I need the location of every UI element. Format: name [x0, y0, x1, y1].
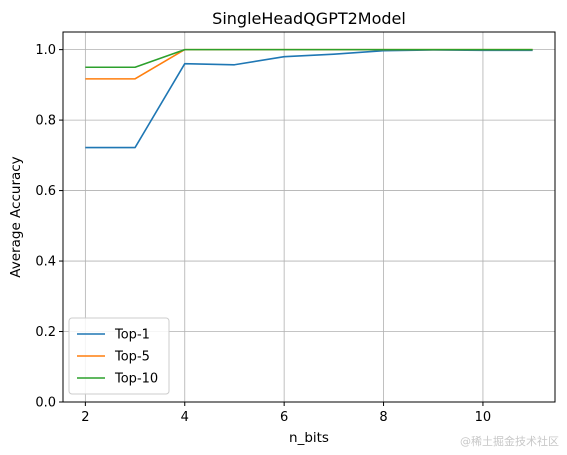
watermark: @稀土掘金技术社区 [460, 435, 559, 448]
y-axis-label: Average Accuracy [8, 156, 24, 277]
x-tick-label: 8 [379, 410, 387, 425]
series-line-top-10 [85, 48, 533, 69]
legend: Top-1 Top-5 Top-10 [68, 317, 170, 395]
axis-ticks: 2 4 6 8 10 0.0 0.2 0.4 0.6 0.8 1.0 [35, 43, 491, 425]
y-tick-label: 1.0 [35, 43, 56, 58]
x-tick-label: 10 [475, 410, 492, 425]
series-lines [85, 48, 533, 149]
x-tick-label: 4 [181, 410, 189, 425]
y-tick-label: 0.0 [35, 396, 56, 411]
y-tick-label: 0.6 [35, 184, 56, 199]
plot-frame [62, 31, 556, 403]
y-tick-label: 0.2 [35, 325, 56, 340]
x-tick-label: 2 [81, 410, 89, 425]
y-tick-label: 0.4 [35, 255, 56, 270]
legend-label-top-1: Top-1 [114, 328, 150, 343]
x-tick-label: 6 [280, 410, 288, 425]
chart-title: SingleHeadQGPT2Model [212, 9, 406, 28]
y-tick-label: 0.8 [35, 114, 56, 129]
x-axis-label: n_bits [289, 430, 329, 446]
legend-box [68, 317, 170, 395]
legend-label-top-10: Top-10 [114, 372, 158, 387]
legend-label-top-5: Top-5 [114, 350, 150, 365]
